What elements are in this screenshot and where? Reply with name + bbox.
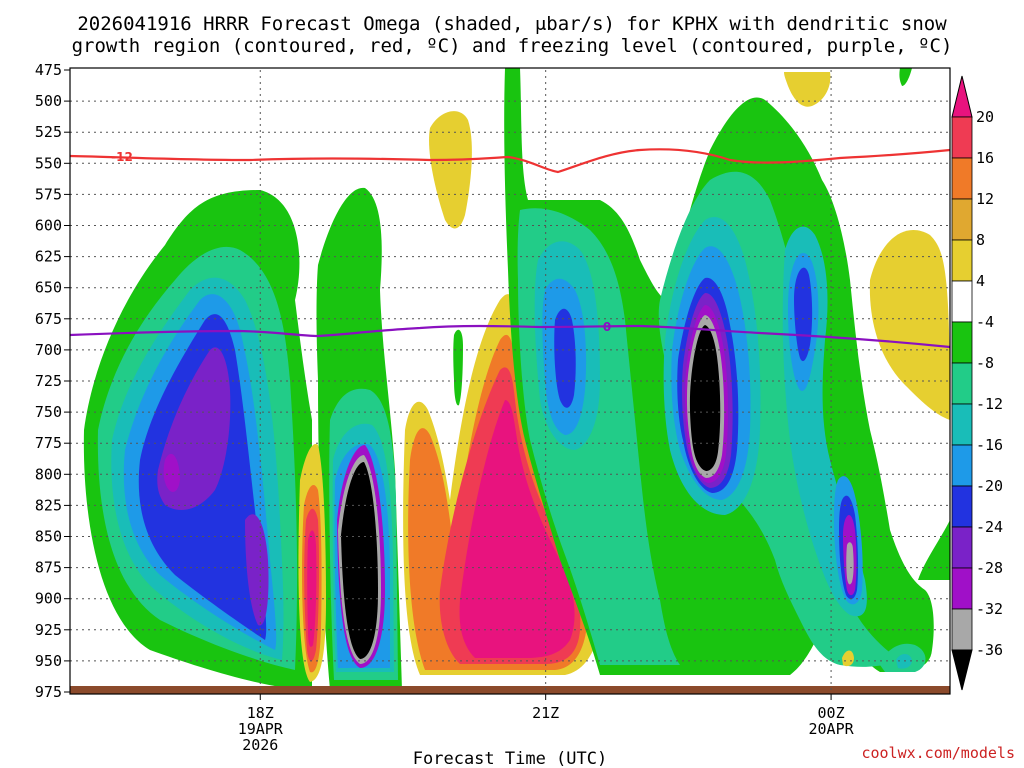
- y-tick-label: 525: [35, 123, 62, 141]
- y-tick-label: 675: [35, 310, 62, 328]
- colorbar-segment: [951, 321, 973, 364]
- y-tick-label: 825: [35, 496, 62, 514]
- chart-title-line1: 2026041916 HRRR Forecast Omega (shaded, …: [77, 13, 947, 35]
- x-tick-label: 00Z: [818, 704, 845, 722]
- colorbar-segment: [951, 116, 973, 159]
- y-tick-label: 600: [35, 217, 62, 235]
- colorbar-segment: [951, 608, 973, 651]
- colorbar-label: -8: [976, 354, 994, 372]
- omega-region-yellow-top1: [429, 111, 472, 229]
- y-tick-label: 725: [35, 372, 62, 390]
- omega-region-right-black2: [689, 325, 721, 471]
- colorbar-label: 4: [976, 272, 985, 290]
- colorbar-segment: [951, 526, 973, 569]
- colorbar-segment: [951, 239, 973, 282]
- colorbar-segment: [951, 567, 973, 610]
- y-tick-label: 800: [35, 465, 62, 483]
- y-tick-label: 575: [35, 185, 62, 203]
- omega-region-mid-black: [341, 462, 378, 659]
- chart-title-line2: growth region (contoured, red, ºC) and f…: [72, 35, 953, 57]
- colorbar-label: 16: [976, 149, 994, 167]
- x-tick-date: 20APR: [809, 720, 855, 738]
- y-tick-label: 925: [35, 621, 62, 639]
- grid-lines: [70, 70, 950, 692]
- omega-region-small-green-mid: [453, 329, 463, 406]
- omega-region-right-gray3: [846, 542, 854, 585]
- y-axis: 475 500 525 550 575 600 625 650 675 700 725 750 775 8…: [35, 61, 70, 701]
- contour-minus12-label: -12: [111, 150, 133, 164]
- x-tick-label: 21Z: [532, 704, 559, 722]
- omega-region-upward-pink1: [307, 530, 317, 647]
- colorbar-segment: [951, 157, 973, 200]
- colorbar-segment: [951, 444, 973, 487]
- omega-region-small-green-right: [918, 520, 950, 580]
- omega-region-right-darkblue3: [794, 267, 859, 600]
- omega-region-yellow-right: [869, 230, 950, 420]
- y-tick-label: 475: [35, 61, 62, 79]
- omega-region-small-green-top: [899, 68, 912, 86]
- colorbar-label: -24: [976, 518, 1003, 536]
- contour-minus12-line: [69, 148, 951, 174]
- x-axis: 18Z19APR202621Z00Z20APR03Z06Z09Z: [238, 694, 855, 754]
- ground-strip: [70, 686, 950, 694]
- y-tick-label: 950: [35, 652, 62, 670]
- colorbar-label: 12: [976, 190, 994, 208]
- colorbar-label: 20: [976, 108, 994, 126]
- colorbar-label: -28: [976, 559, 1003, 577]
- y-tick-label: 875: [35, 559, 62, 577]
- colorbar-segment: [951, 403, 973, 446]
- colorbar-label: -4: [976, 313, 994, 331]
- colorbar-label: -20: [976, 477, 1003, 495]
- contours: -12 0: [69, 148, 951, 349]
- x-tick-year: 2026: [242, 736, 278, 754]
- y-tick-label: 500: [35, 92, 62, 110]
- x-tick-label: 18Z: [247, 704, 274, 722]
- colorbar-label: -32: [976, 600, 1003, 618]
- colorbar-segment: [951, 485, 973, 528]
- colorbar-label: 8: [976, 231, 985, 249]
- y-tick-label: 900: [35, 590, 62, 608]
- colorbar-label: -12: [976, 395, 1003, 413]
- colorbar-segment: [951, 362, 973, 405]
- y-tick-label: 625: [35, 248, 62, 266]
- y-tick-label: 850: [35, 528, 62, 546]
- colorbar: 20 16 12 8 4 -4 -8 -12 -16 -20 -24 -28 -32 -36: [951, 75, 1003, 691]
- colorbar-bottom-arrow: [951, 649, 973, 691]
- credit-link[interactable]: coolwx.com/models: [861, 744, 1015, 762]
- x-axis-title: Forecast Time (UTC): [413, 749, 607, 768]
- omega-region-yellow-top2: [784, 72, 831, 107]
- colorbar-segment: [951, 280, 973, 323]
- omega-region-small-yellow-lowright: [842, 650, 854, 667]
- colorbar-top-arrow: [951, 75, 973, 118]
- x-tick-date: 19APR: [238, 720, 284, 738]
- contour-zero-label: 0: [603, 320, 611, 334]
- y-tick-label: 775: [35, 434, 62, 452]
- omega-region-right-darkblue1: [554, 308, 576, 408]
- y-tick-label: 650: [35, 279, 62, 297]
- y-tick-label: 975: [35, 683, 62, 701]
- y-tick-label: 750: [35, 403, 62, 421]
- colorbar-label: -36: [976, 641, 1003, 659]
- contour-zero-line: [69, 324, 951, 349]
- omega-region-left-purple2: [245, 514, 269, 626]
- colorbar-segment: [951, 198, 973, 241]
- colorbar-label: -16: [976, 436, 1003, 454]
- y-tick-label: 550: [35, 154, 62, 172]
- y-tick-label: 700: [35, 341, 62, 359]
- omega-region-left-magenta: [163, 453, 180, 492]
